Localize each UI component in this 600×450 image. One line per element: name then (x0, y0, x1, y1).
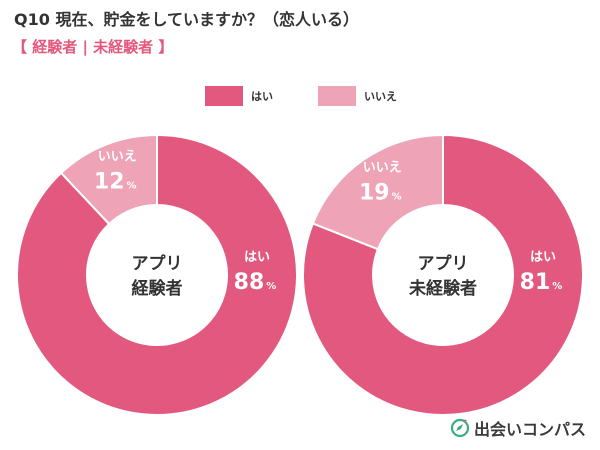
center-label-bottom-1: 未経験者 (408, 278, 477, 299)
brand-logo: 出会いコンパス (450, 416, 586, 440)
slice-name-1-0: はい (530, 250, 556, 265)
donut-slice-1-0 (302, 133, 584, 416)
donut-slice-0-0 (16, 133, 298, 416)
slice-unit-0-0: % (266, 281, 276, 292)
legend: はい いいえ (0, 86, 600, 106)
center-label-top-0: アプリ (132, 253, 183, 274)
center-label-top-1: アプリ (418, 253, 469, 274)
legend-item-yes: はい (205, 86, 273, 106)
chart-subtitle: 【 経験者 | 未経験者 】 (12, 38, 174, 56)
donut-slice-0-1 (59, 133, 158, 226)
donut-slice-1-1 (311, 133, 444, 251)
compass-icon (450, 418, 470, 438)
legend-label-no: いいえ (364, 90, 397, 103)
legend-swatch-no (318, 86, 356, 106)
legend-swatch-yes (205, 86, 243, 106)
legend-item-no: いいえ (318, 86, 397, 106)
slice-name-1-1: いいえ (363, 161, 402, 176)
center-label-bottom-0: 経験者 (132, 278, 183, 299)
slice-unit-0-1: % (127, 181, 137, 192)
slice-unit-1-1: % (392, 192, 402, 203)
brand-name: 出会いコンパス (473, 420, 586, 439)
chart-title: Q10 現在、貯金をしていますか？（恋人いる） (14, 10, 359, 29)
slice-name-0-0: はい (244, 250, 270, 265)
slice-name-0-1: いいえ (98, 150, 137, 165)
legend-label-yes: はい (251, 90, 273, 103)
slice-unit-1-0: % (552, 281, 562, 292)
